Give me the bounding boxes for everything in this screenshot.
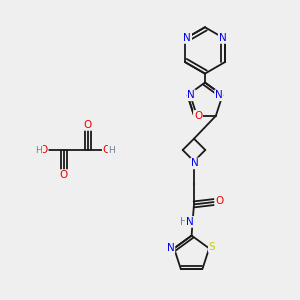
Text: H: H xyxy=(181,217,188,227)
Text: H: H xyxy=(109,146,115,154)
Text: N: N xyxy=(219,33,226,43)
Text: O: O xyxy=(60,170,68,180)
Text: O: O xyxy=(40,145,48,155)
Text: H: H xyxy=(35,146,42,154)
Text: N: N xyxy=(167,243,174,253)
Text: N: N xyxy=(187,90,195,100)
Text: N: N xyxy=(191,158,199,168)
Text: O: O xyxy=(103,145,111,155)
Text: O: O xyxy=(215,196,224,206)
Text: O: O xyxy=(194,111,202,121)
Text: N: N xyxy=(215,90,223,100)
Text: S: S xyxy=(209,242,215,252)
Text: N: N xyxy=(186,217,194,227)
Text: O: O xyxy=(83,120,92,130)
Text: N: N xyxy=(183,33,191,43)
